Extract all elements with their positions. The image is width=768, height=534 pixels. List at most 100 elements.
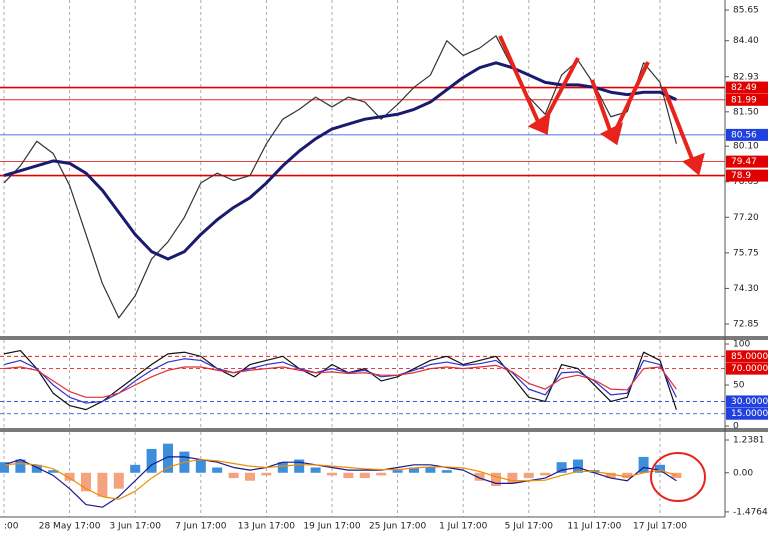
y-tick-label: 84.40 (733, 36, 759, 46)
histogram-bar (277, 462, 288, 473)
x-tick-label: :00 (4, 522, 19, 532)
histogram-bar (540, 472, 551, 476)
level-label: 85.0000 (731, 352, 768, 362)
histogram-bar (64, 472, 75, 481)
x-tick-label: 1 Jul 17:00 (439, 522, 488, 532)
histogram-bar (409, 467, 419, 473)
histogram-bar (146, 448, 157, 473)
histogram-bar (392, 470, 403, 473)
level-label: 79.47 (731, 157, 757, 167)
axis-labels: :00 28 May 17:00 3 Jun 17:00 7 Jun 17:00 13 … (4, 6, 768, 532)
x-tick-label: 25 Jun 17:00 (369, 522, 426, 532)
y-tick-label: 50 (733, 381, 745, 391)
arrow (540, 57, 580, 127)
x-tick-label: 7 Jun 17:00 (175, 522, 227, 532)
arrow-head (682, 152, 705, 176)
histogram-bar (523, 472, 534, 479)
histogram-bar (474, 472, 485, 481)
x-tick-label: 5 Jul 17:00 (505, 522, 554, 532)
histogram-bar (81, 472, 91, 492)
histogram-bar (245, 472, 255, 481)
histogram-bar (638, 456, 649, 473)
panel-separator (0, 428, 768, 432)
level-label: 15.0000 (731, 409, 768, 419)
level-label-box (726, 407, 768, 420)
level-label-box (726, 93, 768, 106)
series-line (3, 358, 677, 404)
histogram-bar (130, 464, 141, 473)
y-tick-label: 80.10 (733, 142, 759, 152)
x-tick-label: 3 Jun 17:00 (109, 522, 161, 532)
y-tick-label: 82.93 (733, 72, 759, 82)
y-tick-label: 75.75 (733, 248, 759, 258)
arrow (662, 87, 696, 165)
y-tick-label: 74.30 (733, 284, 759, 294)
series-line (3, 364, 677, 398)
histogram-bar (310, 467, 321, 473)
series-line (3, 349, 677, 411)
y-tick-label: -1.4764 (733, 507, 768, 517)
level-label-box (726, 350, 768, 363)
level-label-box (726, 169, 768, 182)
series-line (3, 35, 677, 319)
histogram-bar (195, 459, 206, 473)
histogram-bar (507, 472, 518, 484)
level-label-box (726, 128, 768, 141)
level-label: 82.49 (731, 83, 757, 93)
x-tick-label: 28 May 17:00 (39, 522, 101, 532)
histogram-bar (573, 459, 583, 473)
histogram-bar (294, 459, 305, 473)
histogram-bar (441, 470, 452, 473)
histogram-bar (48, 470, 59, 473)
highlight-circle (650, 452, 706, 502)
y-tick-label: 81.50 (733, 107, 759, 117)
histogram-bar (425, 467, 436, 473)
histogram-bar (655, 464, 665, 473)
level-label: 81.99 (731, 95, 757, 105)
histogram-bar (31, 464, 42, 473)
histogram-bar (556, 462, 567, 473)
x-tick-label: 19 Jun 17:00 (303, 522, 360, 532)
level-label-box (726, 362, 768, 375)
histogram-bar (622, 472, 633, 479)
histogram-bar (163, 443, 173, 473)
histogram-bar (605, 472, 616, 479)
histogram-bar (228, 472, 239, 479)
y-tick-label: 72.85 (733, 319, 759, 329)
arrow (498, 35, 542, 127)
histogram-bar (343, 472, 354, 479)
histogram-bar (376, 472, 387, 476)
level-label-box (726, 395, 768, 408)
histogram-bar (359, 472, 370, 479)
histogram-bar (491, 472, 501, 487)
series-line (3, 458, 677, 500)
y-tick-label: 100 (733, 340, 750, 350)
panel-separator (0, 336, 768, 340)
x-tick-label: 17 Jul 17:00 (633, 522, 687, 532)
y-tick-label: 77.20 (733, 213, 759, 223)
marks (0, 35, 682, 508)
level-label: 80.56 (731, 130, 757, 140)
y-tick-label: 0 (733, 422, 739, 432)
level-label-box (726, 155, 768, 168)
arrow (590, 79, 614, 137)
level-label-box (726, 81, 768, 94)
y-tick-label: 1.2381 (733, 435, 765, 445)
histogram-bar (0, 462, 9, 473)
y-tick-label: 85.65 (733, 6, 759, 16)
histogram-bar (261, 472, 272, 476)
histogram-bar (97, 472, 108, 497)
arrow (610, 61, 650, 139)
y-tick-label: 78.65 (733, 177, 759, 187)
x-tick-label: 11 Jul 17:00 (567, 522, 621, 532)
level-label: 30.0000 (731, 397, 768, 407)
y-tick-label: 0.00 (733, 468, 753, 478)
annotations (498, 35, 705, 176)
level-label: 78.9 (731, 171, 751, 181)
level-label: 70.0000 (731, 364, 768, 374)
x-tick-label: 13 Jun 17:00 (238, 522, 295, 532)
histogram-bar (113, 472, 124, 489)
